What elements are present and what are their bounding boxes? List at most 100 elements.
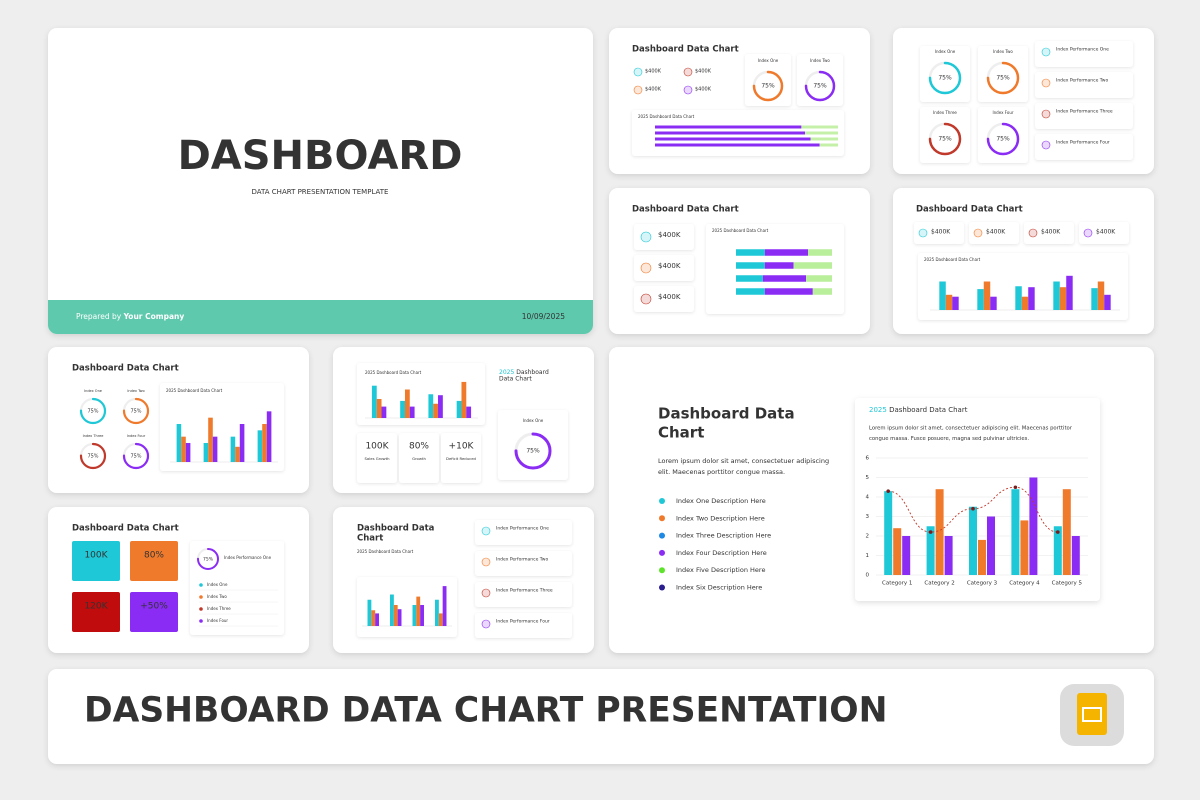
inner-card bbox=[1035, 134, 1133, 160]
cover-slide bbox=[48, 28, 593, 334]
bar bbox=[266, 411, 272, 462]
bar bbox=[1015, 286, 1022, 310]
label: Index Four bbox=[992, 110, 1013, 115]
bar-segment bbox=[819, 143, 838, 147]
stat-value: $400K bbox=[695, 87, 712, 93]
bar bbox=[1091, 288, 1098, 310]
legend-label: Index One Description Here bbox=[676, 497, 766, 505]
slide-title: Chart bbox=[357, 534, 383, 544]
gauge-value: 75% bbox=[996, 75, 1010, 82]
prepared-prefix: Prepared by bbox=[76, 312, 122, 321]
bar bbox=[381, 406, 387, 418]
bar bbox=[1097, 281, 1105, 310]
slide-title: Dashboard Data bbox=[658, 405, 795, 423]
label: Index One bbox=[758, 58, 779, 63]
stat-value: 80% bbox=[409, 442, 429, 452]
bar bbox=[176, 424, 182, 462]
bar-segment bbox=[764, 288, 813, 295]
inner-card bbox=[475, 582, 572, 607]
stat-label: Sales Growth bbox=[364, 456, 390, 461]
bar bbox=[939, 281, 946, 310]
gauge-value: 75% bbox=[87, 409, 98, 415]
bar bbox=[456, 400, 462, 418]
stat-value: $400K bbox=[658, 231, 681, 239]
stat-value: $400K bbox=[1041, 229, 1061, 236]
gauge-arc bbox=[928, 61, 962, 95]
slide-title: Dashboard Data Chart bbox=[72, 524, 179, 534]
gauge-value: 75% bbox=[996, 136, 1010, 143]
label: Index Two bbox=[127, 389, 144, 393]
label: Index Four bbox=[207, 618, 228, 623]
inner-card bbox=[441, 433, 481, 483]
inner-card bbox=[918, 253, 1128, 320]
legend-dot bbox=[659, 498, 665, 504]
bar bbox=[438, 395, 443, 418]
bar bbox=[884, 491, 893, 575]
chart-text: Lorem ipsum dolor sit amet, consectetuer… bbox=[869, 426, 1073, 432]
label: Index Performance Four bbox=[1056, 140, 1110, 146]
icon bbox=[481, 526, 491, 536]
chart-title: 2025 Dashboard Data Chart bbox=[924, 257, 981, 262]
label: Index One bbox=[523, 418, 544, 423]
bar bbox=[1059, 287, 1067, 310]
x-tick-label: Category 1 bbox=[882, 581, 912, 587]
gauge-arc bbox=[986, 122, 1020, 156]
bar-segment bbox=[805, 131, 838, 135]
stat-value: +10K bbox=[449, 442, 475, 452]
inner-card bbox=[475, 613, 572, 638]
gauge-value: 75% bbox=[203, 557, 214, 563]
inner-card bbox=[399, 433, 439, 483]
bar bbox=[1029, 477, 1038, 575]
inner-card bbox=[190, 541, 284, 635]
body-text: elit. Maecenas porttitor congue massa. bbox=[658, 468, 785, 476]
bar bbox=[367, 599, 372, 626]
bar bbox=[978, 539, 986, 575]
bar bbox=[893, 528, 902, 575]
bar bbox=[208, 417, 213, 462]
chart-year: 2025 bbox=[869, 406, 887, 414]
tile-value: 80% bbox=[144, 551, 164, 561]
bar bbox=[433, 403, 439, 418]
stat-value: $400K bbox=[645, 69, 662, 75]
bar bbox=[944, 536, 953, 575]
gauge-value: 75% bbox=[938, 136, 952, 143]
stat-value: $400K bbox=[645, 87, 662, 93]
inner-card bbox=[1035, 72, 1133, 98]
label: Index One bbox=[84, 389, 102, 393]
y-tick-label: 5 bbox=[866, 475, 870, 481]
body-text: Lorem ipsum dolor sit amet, consectetuer… bbox=[658, 457, 829, 465]
icon bbox=[1041, 109, 1051, 119]
stat-value: $400K bbox=[1096, 229, 1116, 236]
stat-label: Growth bbox=[412, 456, 426, 461]
tile-value: 120K bbox=[84, 602, 108, 612]
chart-title: 2025 Dashboard Data Chart bbox=[365, 370, 422, 375]
stat-tile bbox=[72, 541, 120, 581]
slides-icon bbox=[1077, 693, 1107, 735]
icon bbox=[1041, 47, 1051, 57]
stat-value: 100K bbox=[365, 442, 389, 452]
bar-segment bbox=[736, 262, 765, 269]
x-tick-label: Category 3 bbox=[967, 581, 998, 587]
stat-value: $400K bbox=[695, 69, 712, 75]
bar bbox=[420, 605, 424, 626]
inner-card bbox=[357, 433, 397, 483]
tile-value: +50% bbox=[140, 602, 168, 612]
cover-title: DASHBOARD bbox=[178, 133, 463, 179]
chart-title: 2025 Dashboard Data Chart bbox=[357, 549, 414, 554]
bar bbox=[230, 436, 236, 462]
label: Index Two bbox=[993, 49, 1013, 54]
inner-card bbox=[475, 520, 572, 545]
icon bbox=[633, 85, 643, 95]
inner-card bbox=[475, 551, 572, 576]
bar bbox=[371, 385, 377, 418]
bar bbox=[404, 389, 410, 418]
label: Index Performance Two bbox=[496, 557, 548, 563]
cover-subtitle: DATA CHART PRESENTATION TEMPLATE bbox=[252, 188, 389, 196]
bar bbox=[902, 536, 911, 575]
icon bbox=[640, 231, 652, 243]
bar-segment bbox=[736, 275, 763, 282]
icon bbox=[633, 67, 643, 77]
gauge-arc bbox=[79, 397, 107, 425]
icon bbox=[1083, 228, 1093, 238]
